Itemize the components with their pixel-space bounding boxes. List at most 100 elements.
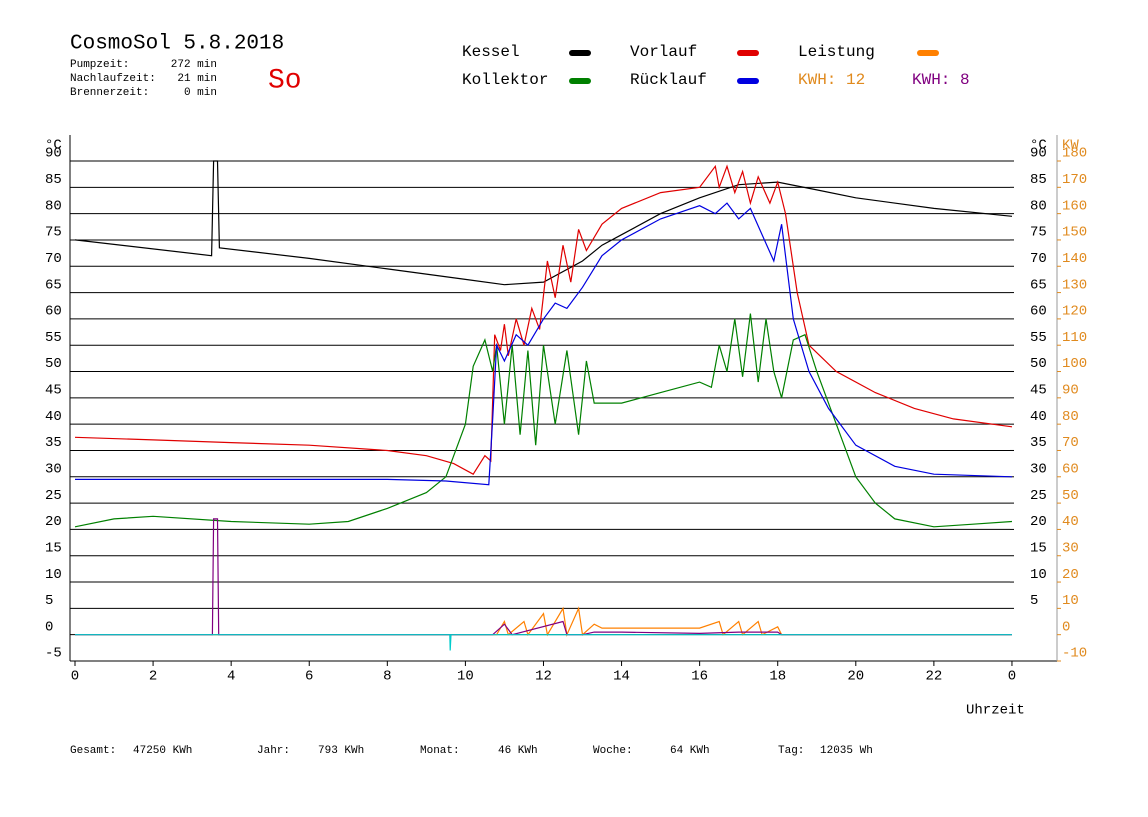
y-right-tick-label: 60 — [1030, 304, 1047, 320]
legend-label: Kollektor — [462, 71, 548, 89]
series-line — [74, 164, 1013, 475]
series-line — [75, 202, 1013, 486]
footer-label: Jahr: — [257, 745, 290, 757]
x-tick-label: 12 — [535, 669, 552, 685]
y-right-tick-label: 20 — [1030, 514, 1047, 530]
y-tick-label: 40 — [45, 409, 62, 425]
series-line — [75, 606, 1012, 637]
y-right-tick-label: 25 — [1030, 488, 1047, 504]
y-right-tick-label: 10 — [1030, 567, 1047, 583]
y2-tick-label: 0 — [1062, 619, 1070, 635]
legend-label: Leistung — [798, 43, 875, 61]
y-right-tick-label: 90 — [1030, 146, 1047, 162]
y2-tick-label: 40 — [1062, 514, 1079, 530]
day: So — [268, 65, 302, 96]
y-tick-label: 65 — [45, 277, 62, 293]
y-tick-label: 25 — [45, 488, 62, 504]
y-tick-label: 30 — [45, 461, 62, 477]
y2-tick-label: 70 — [1062, 435, 1079, 451]
y-tick-label: 85 — [45, 172, 62, 188]
legend-label: Rücklauf — [630, 71, 707, 89]
y-right-tick-label: 15 — [1030, 540, 1047, 556]
x-tick-label: 20 — [847, 669, 864, 685]
footer-value: 793 KWh — [318, 745, 364, 757]
series-line — [74, 313, 1013, 528]
x-tick-label: 8 — [383, 669, 391, 685]
y2-tick-label: 60 — [1062, 461, 1079, 477]
y2-tick-label: 140 — [1062, 251, 1087, 267]
y-tick-label: 50 — [45, 356, 62, 372]
x-tick-label: 4 — [227, 669, 235, 685]
y-right-tick-label: 50 — [1030, 356, 1047, 372]
x-tick-label: 6 — [305, 669, 313, 685]
y-tick-label: 5 — [45, 593, 53, 609]
y-right-tick-label: 85 — [1030, 172, 1047, 188]
y-right-tick-label: 55 — [1030, 330, 1047, 346]
x-tick-label: 10 — [457, 669, 474, 685]
y2-tick-label: 90 — [1062, 383, 1079, 399]
y-right-tick-label: 65 — [1030, 277, 1047, 293]
x-tick-label: 14 — [613, 669, 630, 685]
stat-value: 21 min — [177, 73, 217, 85]
y-tick-label: 75 — [45, 225, 62, 241]
footer-label: Tag: — [778, 745, 804, 757]
series-line — [75, 634, 1012, 651]
footer-value: 47250 KWh — [133, 745, 192, 757]
y-tick-label: -5 — [45, 646, 62, 662]
footer-value: 64 KWh — [670, 745, 710, 757]
y2-tick-label: 110 — [1062, 330, 1087, 346]
stat-value: 272 min — [171, 59, 217, 71]
y-right-tick-label: 70 — [1030, 251, 1047, 267]
y-right-tick-label: 35 — [1030, 435, 1047, 451]
x-tick-label: 2 — [149, 669, 157, 685]
x-tick-label: 16 — [691, 669, 708, 685]
footer-value: 12035 Wh — [820, 745, 873, 757]
y-tick-label: 10 — [45, 567, 62, 583]
kwh-label: KWH: 12 — [798, 71, 865, 89]
y-tick-label: 35 — [45, 435, 62, 451]
legend-label: Vorlauf — [630, 43, 697, 61]
y-right-tick-label: 40 — [1030, 409, 1047, 425]
y-right-tick-label: 5 — [1030, 593, 1038, 609]
y-tick-label: 15 — [45, 540, 62, 556]
y2-unit: KW — [1062, 138, 1079, 154]
y2-tick-label: 20 — [1062, 567, 1079, 583]
footer-label: Woche: — [593, 745, 633, 757]
y2-tick-label: 30 — [1062, 540, 1079, 556]
y-right-unit: °C — [1030, 138, 1047, 154]
x-tick-label: 18 — [769, 669, 786, 685]
y2-tick-label: 160 — [1062, 198, 1087, 214]
series-line — [74, 160, 1013, 286]
y-tick-label: 0 — [45, 619, 53, 635]
y2-tick-label: 50 — [1062, 488, 1079, 504]
stat-label: Brennerzeit: — [70, 87, 149, 99]
y-right-tick-label: 75 — [1030, 225, 1047, 241]
y-tick-label: 90 — [45, 146, 62, 162]
x-tick-label: 0 — [1008, 669, 1016, 685]
y-tick-label: 60 — [45, 304, 62, 320]
y-right-tick-label: 30 — [1030, 461, 1047, 477]
footer-label: Monat: — [420, 745, 460, 757]
y2-tick-label: 170 — [1062, 172, 1087, 188]
y2-tick-label: -10 — [1062, 646, 1087, 662]
kwh-label: KWH: 8 — [912, 71, 970, 89]
y-right-tick-label: 45 — [1030, 383, 1047, 399]
y2-tick-label: 80 — [1062, 409, 1079, 425]
y2-tick-label: 150 — [1062, 225, 1087, 241]
y2-tick-label: 100 — [1062, 356, 1087, 372]
x-label: Uhrzeit — [966, 703, 1025, 719]
y2-tick-label: 120 — [1062, 304, 1087, 320]
x-tick-label: 0 — [71, 669, 79, 685]
footer-value: 46 KWh — [498, 745, 538, 757]
y2-tick-label: 10 — [1062, 593, 1079, 609]
stat-label: Nachlaufzeit: — [70, 73, 156, 85]
y2-tick-label: 180 — [1062, 146, 1087, 162]
y-right-tick-label: 80 — [1030, 198, 1047, 214]
stat-value: 0 min — [184, 87, 217, 99]
title: CosmoSol 5.8.2018 — [70, 33, 284, 56]
y-tick-label: 55 — [45, 330, 62, 346]
y-tick-label: 80 — [45, 198, 62, 214]
y-tick-label: 70 — [45, 251, 62, 267]
stat-label: Pumpzeit: — [70, 59, 129, 71]
